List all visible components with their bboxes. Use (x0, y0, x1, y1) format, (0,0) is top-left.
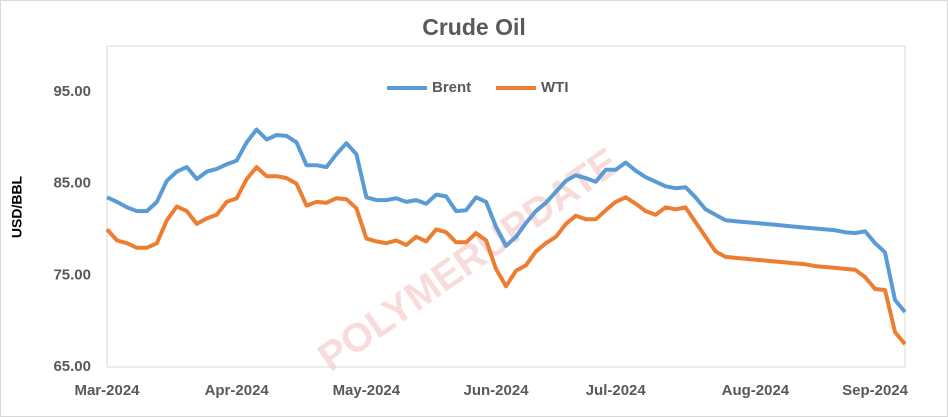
x-tick-label: Mar-2024 (74, 382, 140, 399)
x-tick-label: Jul-2024 (586, 382, 647, 399)
x-tick-label: Apr-2024 (205, 382, 270, 399)
plot-area (106, 45, 906, 368)
y-tick-label: 85.00 (53, 175, 91, 192)
y-tick-label: 65.00 (53, 358, 91, 375)
y-axis-label: USD/BBL (9, 175, 25, 238)
x-tick-label: Aug-2024 (722, 382, 790, 399)
x-tick-label: Jun-2024 (464, 382, 530, 399)
legend-label: Brent (432, 79, 471, 96)
series-line (105, 165, 907, 346)
y-tick-label: 75.00 (53, 266, 91, 283)
x-tick-label: Sep-2024 (842, 382, 909, 399)
chart-title: Crude Oil (422, 14, 526, 40)
series-line (106, 127, 907, 314)
legend-label: WTI (541, 79, 569, 96)
x-tick-label: May-2024 (333, 382, 401, 399)
y-tick-label: 95.00 (53, 83, 91, 100)
